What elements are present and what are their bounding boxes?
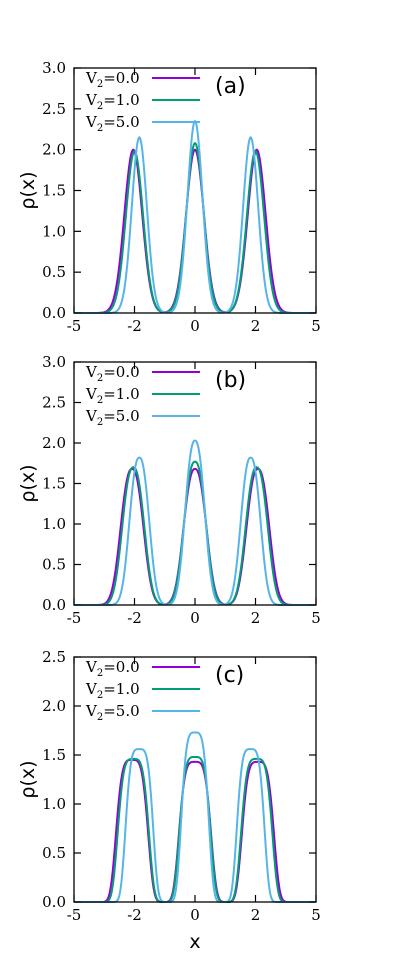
y-tick-label: 2.0 xyxy=(42,434,66,452)
x-tick-label: -2 xyxy=(127,317,142,335)
legend-label-sub: 2 xyxy=(97,690,103,701)
x-tick-label: 0 xyxy=(190,609,200,627)
y-tick-label: 0.0 xyxy=(42,893,66,911)
legend-entry-label: V2=5.0 xyxy=(85,407,140,428)
legend-label-sub: 2 xyxy=(97,395,103,406)
x-tick-label: -2 xyxy=(127,609,142,627)
legend-entry-label: V2=1.0 xyxy=(85,680,140,701)
y-tick-label: 0.0 xyxy=(42,304,66,322)
y-tick-label: 1.0 xyxy=(42,515,66,533)
legend-label-rest: =0.0 xyxy=(103,69,139,87)
legend-label-main: V xyxy=(85,91,98,109)
y-axis-label: ρ(x) xyxy=(17,760,39,798)
series-line-1 xyxy=(74,148,316,314)
legend-label-main: V xyxy=(85,680,98,698)
series-line-3 xyxy=(74,439,316,606)
chart-panel-2: 0.00.51.01.52.02.53.0-5 -2 0 2 5ρ(x)(b)V2=0.… xyxy=(17,353,321,627)
series-line-1 xyxy=(74,467,316,606)
y-axis-label: ρ(x) xyxy=(17,464,39,502)
y-tick-label: 2.5 xyxy=(42,648,66,666)
legend-label-main: V xyxy=(85,702,98,720)
legend-label-main: V xyxy=(85,69,98,87)
legend-label-sub: 2 xyxy=(97,123,103,134)
x-tick-label: 0 xyxy=(190,317,200,335)
panel-label: (a) xyxy=(215,74,246,99)
x-tick-label: 0 xyxy=(190,906,200,924)
legend-label-rest: =0.0 xyxy=(103,363,139,381)
y-tick-label: 0.0 xyxy=(42,596,66,614)
legend-label-rest: =5.0 xyxy=(103,702,139,720)
legend-label-rest: =5.0 xyxy=(103,407,139,425)
series-line-2 xyxy=(74,755,316,904)
legend-entry-label: V2=5.0 xyxy=(85,113,140,134)
y-axis-label: ρ(x) xyxy=(17,171,39,209)
legend-label-main: V xyxy=(85,658,98,676)
y-tick-label: 1.5 xyxy=(42,746,66,764)
y-tick-label: 2.5 xyxy=(42,394,66,412)
legend-label-rest: =1.0 xyxy=(103,91,139,109)
legend-entry-label: V2=5.0 xyxy=(85,702,140,723)
legend-label-main: V xyxy=(85,113,98,131)
x-tick-label: -2 xyxy=(127,906,142,924)
y-tick-label: 2.5 xyxy=(42,100,66,118)
series-line-1 xyxy=(74,758,316,903)
legend-label-rest: =5.0 xyxy=(103,113,139,131)
x-tick-label: 5 xyxy=(311,609,321,627)
y-tick-label: 3.0 xyxy=(42,59,66,77)
y-tick-label: 2.0 xyxy=(42,697,66,715)
x-tick-label: -5 xyxy=(67,609,82,627)
y-tick-label: 1.0 xyxy=(42,222,66,240)
legend-label-main: V xyxy=(85,407,98,425)
legend-label-sub: 2 xyxy=(97,417,103,428)
y-tick-label: 1.0 xyxy=(42,795,66,813)
legend-entry-label: V2=0.0 xyxy=(85,658,140,679)
x-tick-label: -5 xyxy=(67,317,82,335)
legend-entry-label: V2=0.0 xyxy=(85,69,140,90)
legend-label-rest: =0.0 xyxy=(103,658,139,676)
x-tick-label: 2 xyxy=(251,609,261,627)
legend-label-sub: 2 xyxy=(97,373,103,384)
legend-label-main: V xyxy=(85,385,98,403)
y-tick-label: 1.5 xyxy=(42,475,66,493)
x-tick-label: 2 xyxy=(251,317,261,335)
series-line-2 xyxy=(74,141,316,314)
x-tick-label: -5 xyxy=(67,906,82,924)
legend-label-rest: =1.0 xyxy=(103,680,139,698)
legend-label-sub: 2 xyxy=(97,712,103,723)
x-tick-label: 2 xyxy=(251,906,261,924)
panel-label: (b) xyxy=(215,368,246,393)
chart-panel-1: 0.00.51.01.52.02.53.0-5 -2 0 2 5ρ(x)(a)V2=0.… xyxy=(17,59,321,335)
x-tick-label: 5 xyxy=(311,906,321,924)
legend-entry-label: V2=0.0 xyxy=(85,363,140,384)
x-axis-label: x xyxy=(189,931,200,953)
legend-label-rest: =1.0 xyxy=(103,385,139,403)
legend-entry-label: V2=1.0 xyxy=(85,91,140,112)
x-tick-label: 5 xyxy=(311,317,321,335)
legend-label-sub: 2 xyxy=(97,79,103,90)
y-tick-label: 1.5 xyxy=(42,182,66,200)
y-tick-label: 2.0 xyxy=(42,141,66,159)
y-tick-label: 3.0 xyxy=(42,353,66,371)
legend-label-sub: 2 xyxy=(97,101,103,112)
series-line-2 xyxy=(74,460,316,606)
y-tick-label: 0.5 xyxy=(42,844,66,862)
y-tick-label: 0.5 xyxy=(42,263,66,281)
panel-label: (c) xyxy=(215,663,244,688)
legend-label-sub: 2 xyxy=(97,668,103,679)
chart-panel-3: 0.00.51.01.52.02.5-5 -2 0 2 5ρ(x)x(c)V2=0.0V… xyxy=(17,648,321,953)
legend-label-main: V xyxy=(85,363,98,381)
legend-entry-label: V2=1.0 xyxy=(85,385,140,406)
y-tick-label: 0.5 xyxy=(42,556,66,574)
